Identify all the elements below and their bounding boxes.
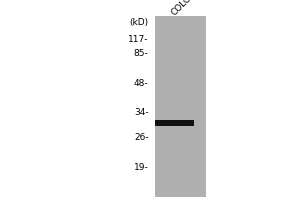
Bar: [154, 120, 194, 126]
Text: 34-: 34-: [134, 108, 148, 117]
Text: 48-: 48-: [134, 78, 148, 88]
Text: 26-: 26-: [134, 133, 148, 142]
Text: 19-: 19-: [134, 162, 148, 171]
Text: 85-: 85-: [134, 48, 148, 58]
Text: COLO205: COLO205: [169, 0, 205, 17]
Text: 117-: 117-: [128, 34, 148, 44]
Text: (kD): (kD): [129, 18, 148, 26]
Bar: [154, 16, 206, 197]
